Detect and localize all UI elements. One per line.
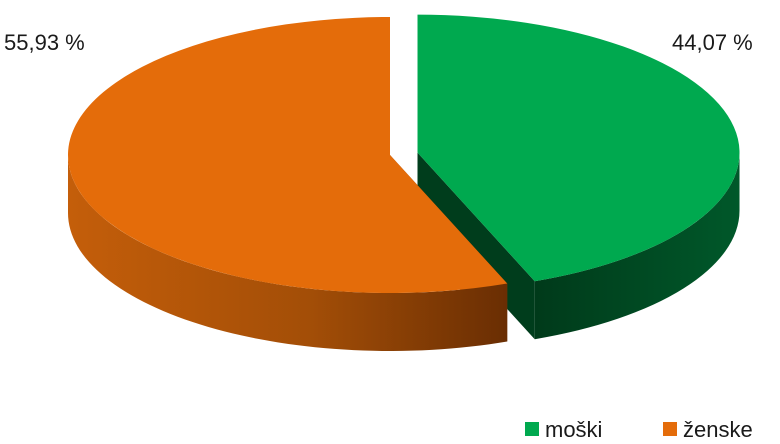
legend-swatch-zenske bbox=[663, 422, 677, 436]
slice-zenske bbox=[68, 17, 508, 293]
slice-side-zenske bbox=[68, 155, 508, 351]
legend-swatch-moski bbox=[525, 422, 539, 436]
slice-moski bbox=[417, 14, 740, 282]
slice-label-moski: 44,07 % bbox=[672, 30, 753, 55]
legend: moški ženske bbox=[525, 417, 753, 442]
legend-label-moski: moški bbox=[545, 417, 602, 442]
pie-slices bbox=[68, 14, 740, 351]
slice-label-zenske: 55,93 % bbox=[4, 30, 85, 55]
slice-side-moski bbox=[534, 152, 740, 340]
legend-label-zenske: ženske bbox=[683, 417, 753, 442]
